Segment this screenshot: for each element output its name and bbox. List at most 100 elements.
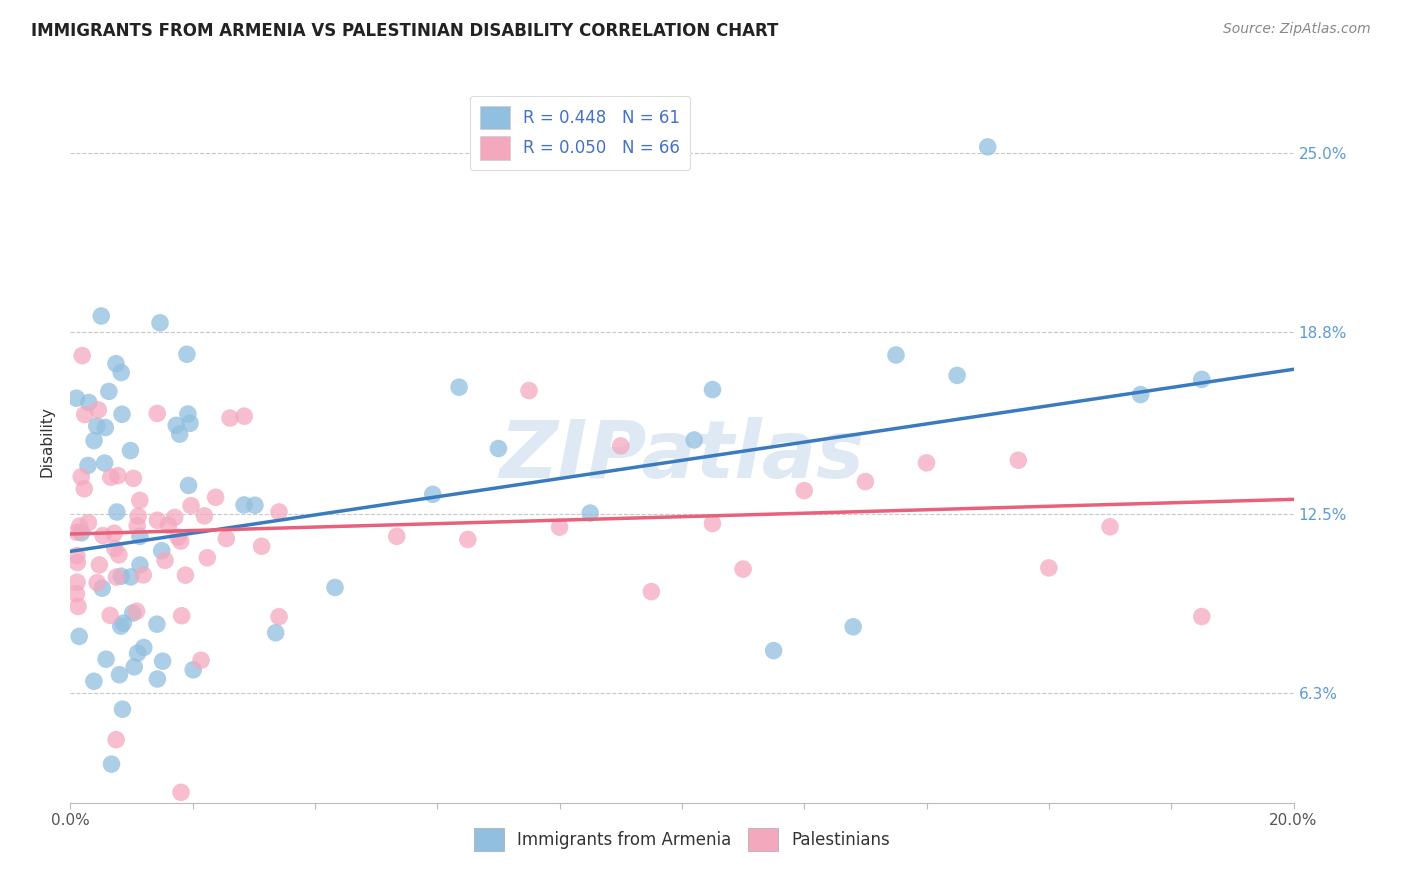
Point xyxy=(112,616,135,631)
Point xyxy=(67,599,90,614)
Point xyxy=(170,785,193,799)
Text: IMMIGRANTS FROM ARMENIA VS PALESTINIAN DISABILITY CORRELATION CHART: IMMIGRANTS FROM ARMENIA VS PALESTINIAN D… xyxy=(31,22,779,40)
Point xyxy=(243,498,266,512)
Point xyxy=(128,529,150,543)
Point xyxy=(181,663,204,677)
Point xyxy=(128,493,150,508)
Point xyxy=(132,568,155,582)
Point xyxy=(250,539,273,553)
Point xyxy=(120,570,142,584)
Point xyxy=(91,528,114,542)
Point xyxy=(422,487,444,501)
Point xyxy=(264,625,287,640)
Point xyxy=(66,556,89,570)
Point xyxy=(104,357,127,371)
Point xyxy=(855,475,877,489)
Point xyxy=(83,674,105,689)
Point xyxy=(77,458,100,473)
Point xyxy=(100,470,122,484)
Point xyxy=(702,383,724,397)
Point xyxy=(179,417,201,431)
Point xyxy=(884,348,907,362)
Point xyxy=(127,518,149,533)
Point xyxy=(323,581,346,595)
Point xyxy=(702,516,724,531)
Point xyxy=(146,407,169,421)
Point xyxy=(762,643,785,657)
Point xyxy=(66,549,89,563)
Point xyxy=(177,407,200,421)
Point xyxy=(146,513,169,527)
Point xyxy=(1007,453,1029,467)
Point xyxy=(683,433,706,447)
Point xyxy=(98,608,121,623)
Point xyxy=(517,384,540,398)
Point xyxy=(174,568,197,582)
Point xyxy=(150,543,173,558)
Point xyxy=(195,550,218,565)
Point xyxy=(169,427,191,442)
Point xyxy=(94,652,117,666)
Point xyxy=(1191,609,1213,624)
Point xyxy=(915,456,938,470)
Point xyxy=(385,529,408,543)
Point xyxy=(190,653,212,667)
Point xyxy=(110,569,132,583)
Point xyxy=(976,140,998,154)
Point xyxy=(204,490,226,504)
Point xyxy=(170,608,193,623)
Point xyxy=(548,520,571,534)
Point xyxy=(70,470,93,484)
Point xyxy=(105,570,128,584)
Point xyxy=(146,617,169,632)
Point xyxy=(66,525,89,540)
Point xyxy=(121,606,143,620)
Point xyxy=(157,518,180,533)
Point xyxy=(108,548,131,562)
Point xyxy=(70,349,93,363)
Point xyxy=(219,411,242,425)
Point xyxy=(127,509,149,524)
Point xyxy=(127,646,149,660)
Point xyxy=(93,456,115,470)
Point xyxy=(165,418,187,433)
Point xyxy=(67,629,90,643)
Point xyxy=(83,434,105,448)
Point xyxy=(215,532,238,546)
Point xyxy=(176,347,198,361)
Point xyxy=(90,309,112,323)
Point xyxy=(77,395,100,409)
Text: ZIPatlas: ZIPatlas xyxy=(499,417,865,495)
Point xyxy=(111,702,134,716)
Point xyxy=(65,587,87,601)
Point xyxy=(170,534,193,549)
Point xyxy=(146,672,169,686)
Point xyxy=(105,505,128,519)
Point xyxy=(129,558,152,572)
Point xyxy=(94,420,117,434)
Point xyxy=(1129,387,1152,401)
Point xyxy=(73,482,96,496)
Point xyxy=(449,380,471,394)
Text: Source: ZipAtlas.com: Source: ZipAtlas.com xyxy=(1223,22,1371,37)
Point xyxy=(107,468,129,483)
Point xyxy=(1191,372,1213,386)
Point xyxy=(89,558,111,572)
Point xyxy=(91,581,114,595)
Point xyxy=(70,525,93,540)
Legend: Immigrants from Armenia, Palestinians: Immigrants from Armenia, Palestinians xyxy=(465,819,898,860)
Point xyxy=(149,316,172,330)
Point xyxy=(103,526,125,541)
Point xyxy=(122,660,145,674)
Point xyxy=(793,483,815,498)
Point xyxy=(110,619,132,633)
Point xyxy=(610,439,633,453)
Point xyxy=(104,541,127,556)
Point xyxy=(153,553,176,567)
Point xyxy=(193,508,215,523)
Point xyxy=(125,604,148,618)
Point xyxy=(132,640,155,655)
Point xyxy=(267,609,290,624)
Point xyxy=(167,530,190,544)
Point xyxy=(97,384,120,399)
